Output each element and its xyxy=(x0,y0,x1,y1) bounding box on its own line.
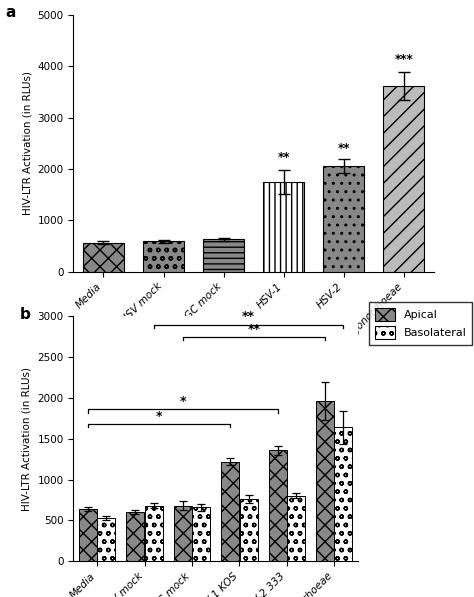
Bar xyxy=(79,509,97,561)
Bar xyxy=(83,243,124,272)
Bar xyxy=(316,401,334,561)
Bar xyxy=(192,507,210,561)
Bar xyxy=(383,86,424,272)
Bar xyxy=(334,427,352,561)
Bar xyxy=(221,461,239,561)
Bar xyxy=(143,241,184,272)
Bar xyxy=(263,181,304,272)
Text: ***: *** xyxy=(394,53,413,66)
Bar xyxy=(203,239,244,272)
Bar xyxy=(323,166,364,272)
Y-axis label: HIV-LTR Activation (in RLUs): HIV-LTR Activation (in RLUs) xyxy=(22,71,32,216)
Text: **: ** xyxy=(337,142,350,155)
Text: a: a xyxy=(5,5,15,20)
Text: *: * xyxy=(156,410,162,423)
Bar xyxy=(239,499,257,561)
Text: **: ** xyxy=(277,151,290,164)
Bar xyxy=(145,506,163,561)
Text: **: ** xyxy=(242,310,255,324)
Bar xyxy=(173,506,191,561)
Text: b: b xyxy=(19,307,30,322)
Y-axis label: HIV-LTR Activation (in RLUs): HIV-LTR Activation (in RLUs) xyxy=(22,367,32,511)
Bar xyxy=(126,512,144,561)
Bar xyxy=(287,496,305,561)
Text: *: * xyxy=(180,395,186,408)
Bar xyxy=(97,518,115,561)
Legend: Apical, Basolateral: Apical, Basolateral xyxy=(369,303,472,344)
Bar xyxy=(268,450,286,561)
Text: **: ** xyxy=(247,322,260,336)
